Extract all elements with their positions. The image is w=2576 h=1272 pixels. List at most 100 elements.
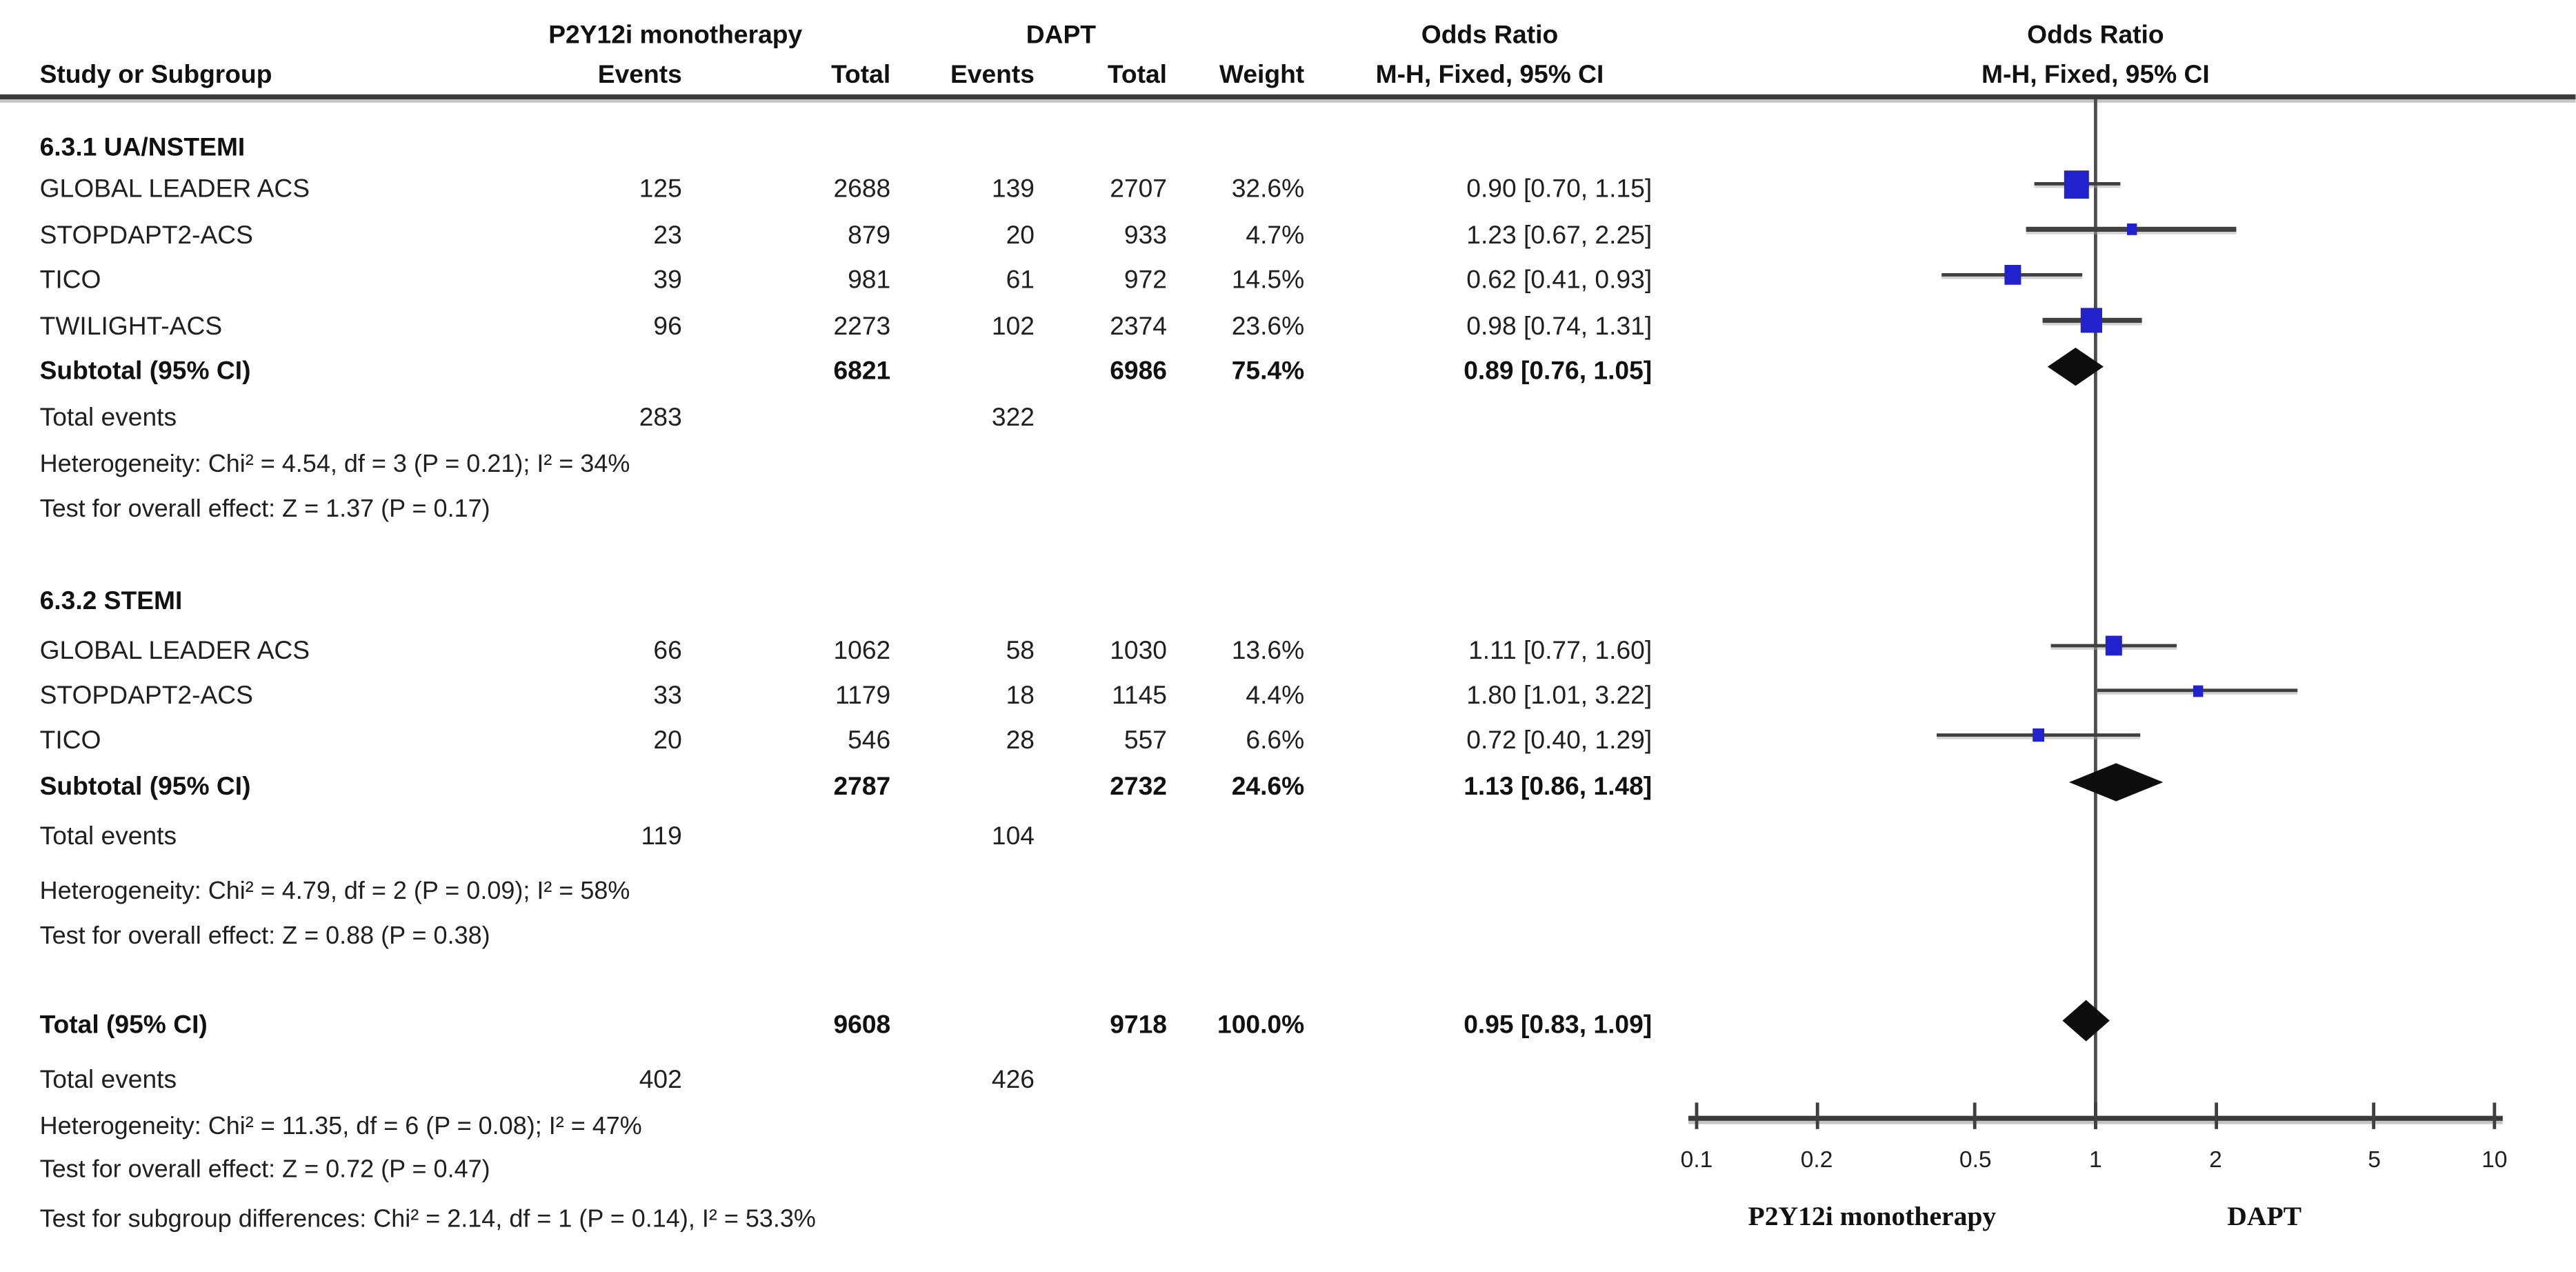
events-ctrl-cell: 20	[1006, 221, 1035, 250]
overall-effect-note: Test for overall effect: Z = 0.72 (P = 0…	[39, 1155, 490, 1184]
weight-cell: 6.6%	[1246, 726, 1305, 755]
events-ctrl-cell: 61	[1006, 266, 1035, 295]
grand-total-or-ci: 0.95 [0.83, 1.09]	[1464, 1011, 1653, 1040]
total-exp-cell: 1179	[835, 682, 891, 710]
x-axis-tick	[2214, 1102, 2217, 1129]
effect-square	[2192, 684, 2203, 697]
total2-column-header: Total	[1107, 61, 1168, 90]
total-ctrl-cell: 972	[1124, 266, 1168, 295]
x-axis-tick	[1815, 1102, 1819, 1129]
effect-square	[2105, 635, 2122, 656]
grand-total-label: Total (95% CI)	[39, 1011, 208, 1040]
total-ctrl-cell: 2707	[1110, 175, 1168, 204]
events1-column-header: Events	[597, 61, 682, 90]
total-exp-cell: 2273	[833, 312, 891, 341]
x-axis-tick-label: 0.5	[1959, 1145, 1992, 1173]
column-group-experimental: P2Y12i monotherapy	[548, 21, 803, 50]
x-axis-tick	[2493, 1102, 2497, 1129]
or-ci-cell: 0.72 [0.40, 1.29]	[1466, 726, 1653, 755]
events-exp-cell: 23	[653, 221, 682, 250]
header-rule	[0, 94, 2576, 99]
total-ctrl-cell: 933	[1124, 221, 1168, 250]
total-ctrl-cell: 1030	[1110, 637, 1168, 666]
effect-square	[2064, 170, 2090, 198]
subgroup-heading: 6.3.2 STEMI	[39, 588, 183, 616]
study-name: TICO	[39, 266, 101, 295]
subtotal-or-ci: 0.89 [0.76, 1.05]	[1464, 357, 1653, 386]
or-ci-cell: 0.98 [0.74, 1.31]	[1466, 312, 1653, 341]
grand-total-ctrl: 9718	[1110, 1011, 1168, 1040]
heterogeneity-note: Heterogeneity: Chi² = 4.54, df = 3 (P = …	[39, 450, 630, 479]
pooled-diamond	[2063, 999, 2111, 1041]
x-axis-tick	[2373, 1102, 2377, 1129]
weight-cell: 4.4%	[1246, 682, 1305, 710]
weight-cell: 13.6%	[1231, 637, 1305, 666]
events-exp-cell: 125	[639, 175, 682, 204]
pooled-diamond	[2069, 762, 2164, 801]
x-axis-tick-label: 0.2	[1800, 1145, 1833, 1173]
x-axis-tick-label: 0.1	[1680, 1145, 1713, 1173]
total-ctrl-cell: 557	[1124, 726, 1168, 755]
total-events-exp: 119	[641, 822, 682, 851]
weight-cell: 23.6%	[1231, 312, 1305, 341]
or-ci-cell: 0.90 [0.70, 1.15]	[1466, 175, 1653, 204]
grand-total-weight: 100.0%	[1217, 1011, 1305, 1040]
subtotal-label: Subtotal (95% CI)	[39, 773, 251, 802]
x-axis-tick-label: 10	[2482, 1145, 2508, 1173]
x-axis-tick-label: 1	[2089, 1145, 2102, 1173]
total-exp-cell: 981	[848, 266, 891, 295]
subtotal-weight: 24.6%	[1231, 773, 1305, 802]
heterogeneity-note: Heterogeneity: Chi² = 4.79, df = 2 (P = …	[39, 877, 630, 906]
subtotal-label: Subtotal (95% CI)	[39, 357, 251, 386]
or-ci-cell: 1.23 [0.67, 2.25]	[1466, 221, 1653, 250]
events-exp-cell: 20	[653, 726, 682, 755]
weight-column-header: Weight	[1219, 61, 1305, 90]
subtotal-total-exp: 6821	[833, 357, 891, 386]
total-events-label: Total events	[39, 822, 177, 851]
total-events-label: Total events	[39, 1066, 177, 1095]
events-exp-cell: 96	[653, 312, 682, 341]
total-events-ctrl: 104	[991, 822, 1035, 851]
favours-right-label: DAPT	[2227, 1200, 2302, 1232]
events-exp-cell: 66	[653, 637, 682, 666]
events-ctrl-cell: 18	[1006, 682, 1035, 710]
or-plot-subheader: M-H, Fixed, 95% CI	[1981, 61, 2210, 90]
or-ci-cell: 0.62 [0.41, 0.93]	[1466, 266, 1653, 295]
total-ctrl-cell: 1145	[1111, 682, 1168, 710]
events-ctrl-cell: 28	[1006, 726, 1035, 755]
or-text-column-title: Odds Ratio	[1421, 21, 1559, 50]
total-events-exp: 402	[639, 1066, 682, 1095]
x-axis-tick	[1695, 1102, 1699, 1129]
x-axis-tick	[2094, 1102, 2097, 1129]
or-text-subheader: M-H, Fixed, 95% CI	[1375, 61, 1604, 90]
events-ctrl-cell: 58	[1006, 637, 1035, 666]
favours-left-label: P2Y12i monotherapy	[1748, 1200, 1997, 1232]
subtotal-or-ci: 1.13 [0.86, 1.48]	[1464, 773, 1653, 802]
or-ci-cell: 1.80 [1.01, 3.22]	[1466, 682, 1653, 710]
total-exp-cell: 2688	[833, 175, 891, 204]
subtotal-total-ctrl: 2732	[1110, 773, 1168, 802]
study-column-header: Study or Subgroup	[39, 61, 272, 90]
grand-total-exp: 9608	[833, 1011, 891, 1040]
weight-cell: 4.7%	[1246, 221, 1305, 250]
overall-effect-note: Test for overall effect: Z = 0.88 (P = 0…	[39, 922, 490, 951]
or-plot-column-title: Odds Ratio	[2027, 21, 2164, 50]
events-ctrl-cell: 102	[991, 312, 1035, 341]
study-name: STOPDAPT2-ACS	[39, 221, 254, 250]
total-exp-cell: 1062	[833, 637, 891, 666]
events2-column-header: Events	[950, 61, 1035, 90]
x-axis-tick-label: 5	[2368, 1145, 2381, 1173]
effect-square	[2126, 223, 2137, 235]
total-exp-cell: 879	[848, 221, 891, 250]
heterogeneity-note: Heterogeneity: Chi² = 11.35, df = 6 (P =…	[39, 1112, 642, 1141]
no-effect-line	[2094, 99, 2097, 1129]
total-events-ctrl: 322	[991, 404, 1035, 433]
study-name: GLOBAL LEADER ACS	[39, 637, 310, 666]
total-events-exp: 283	[639, 404, 682, 433]
effect-square	[2004, 265, 2021, 285]
subgroup-heading: 6.3.1 UA/NSTEMI	[39, 134, 246, 163]
events-exp-cell: 33	[653, 682, 682, 710]
effect-square	[2033, 728, 2045, 742]
or-ci-cell: 1.11 [0.77, 1.60]	[1468, 637, 1653, 666]
